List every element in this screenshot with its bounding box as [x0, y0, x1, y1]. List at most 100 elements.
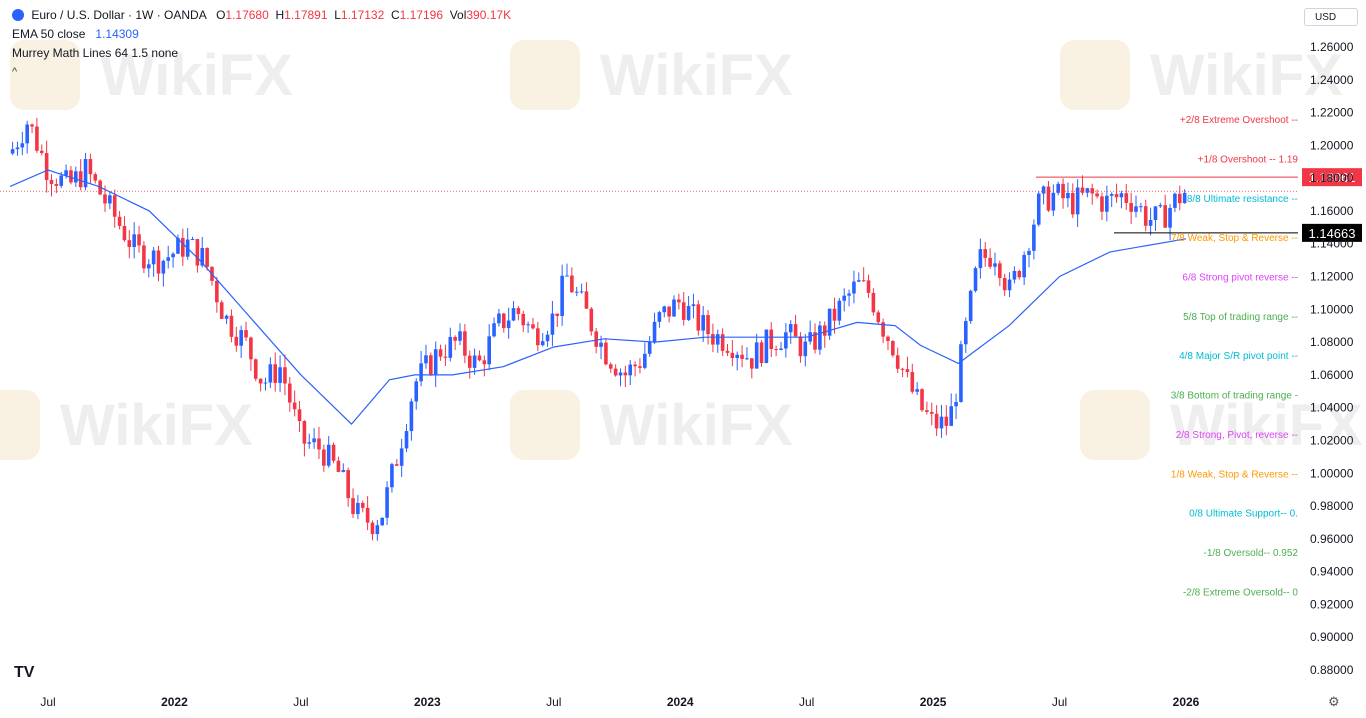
murrey-line-label: +2/8 Extreme Overshoot --	[1180, 115, 1298, 126]
candle-body	[910, 372, 915, 392]
candle-body	[244, 330, 248, 338]
y-tick-label: 1.18000	[1310, 171, 1354, 185]
candle-body	[429, 355, 433, 375]
candle-body	[263, 382, 268, 384]
candle-body	[774, 349, 778, 351]
candle-body	[1114, 194, 1119, 198]
candle-body	[10, 149, 15, 154]
candle-body	[1036, 193, 1041, 225]
murrey-legend[interactable]: Murrey Math Lines 64 1.5 none	[12, 46, 178, 60]
candle-body	[258, 378, 263, 384]
collapse-legend-icon[interactable]: ^	[12, 66, 18, 78]
candle-body	[584, 291, 589, 309]
candle-body	[915, 389, 919, 392]
candle-body	[1177, 193, 1182, 204]
candle-body	[458, 331, 462, 341]
candle-body	[988, 257, 992, 267]
candle-body	[414, 381, 419, 402]
currency-selector[interactable]: USD	[1304, 8, 1358, 26]
candle-body	[643, 353, 647, 368]
candle-body	[891, 341, 895, 356]
candle-body	[628, 364, 633, 376]
candle-body	[560, 275, 564, 316]
price-tag-label: 1.18061	[1309, 170, 1356, 185]
candle-body	[322, 449, 326, 466]
ema-legend[interactable]: EMA 50 close 1.14309	[12, 27, 139, 41]
watermarks: WikiFX WikiFX WikiFX WikiFX WikiFX WikiFX	[0, 40, 1363, 460]
candle-body	[44, 153, 49, 180]
y-axis: 1.26000 1.24000 1.22000 1.20000 1.18000 1.160…	[1310, 40, 1354, 677]
resistance-price-tag	[1302, 168, 1362, 187]
candle-body	[516, 308, 521, 314]
candle-body	[545, 334, 550, 342]
candle-body	[808, 332, 812, 342]
y-tick-label: 1.20000	[1310, 138, 1354, 152]
candle-body	[297, 409, 302, 422]
candle-body	[657, 312, 662, 322]
candle-body	[963, 321, 968, 345]
candle-body	[730, 352, 735, 359]
candle-body	[788, 324, 793, 333]
candle-body	[1139, 206, 1143, 208]
y-tick-label: 1.02000	[1310, 433, 1354, 447]
candles	[10, 117, 1187, 541]
candle-body	[1100, 196, 1104, 212]
candle-body	[939, 416, 944, 429]
y-tick-label: 1.08000	[1310, 335, 1354, 349]
candle-body	[215, 280, 219, 303]
murrey-line-label: 3/8 Bottom of trading range -	[1171, 391, 1298, 402]
watermark-logo	[0, 390, 40, 460]
candle-body	[317, 438, 321, 450]
candle-body	[1046, 186, 1051, 211]
candle-body	[968, 290, 973, 322]
candle-body	[93, 174, 98, 181]
candle-body	[672, 299, 676, 317]
candle-body	[701, 315, 705, 331]
candle-body	[1124, 193, 1129, 203]
candle-body	[570, 275, 574, 293]
candle-body	[871, 292, 876, 313]
candle-body	[827, 308, 832, 336]
candle-body	[501, 313, 506, 329]
candle-body	[852, 281, 856, 294]
candle-body	[253, 359, 258, 379]
candle-body	[555, 313, 560, 316]
murrey-line-label: 0/8 Ultimate Support-- 0.	[1189, 509, 1298, 520]
close-label: C	[390, 8, 400, 22]
candle-body	[1017, 271, 1022, 278]
candle-body	[156, 250, 161, 274]
candle-body	[273, 364, 278, 383]
x-tick-label: 2026	[1173, 695, 1200, 709]
candle-body	[1070, 192, 1075, 215]
murrey-label: Murrey Math Lines 64 1.5 none	[12, 46, 179, 60]
candle-body	[633, 364, 637, 367]
candle-body	[803, 341, 808, 357]
candle-body	[492, 323, 496, 337]
candle-body	[482, 360, 487, 365]
candle-body	[1095, 193, 1099, 197]
candle-body	[307, 442, 312, 444]
murrey-line-label: 8/8 Ultimate resistance --	[1187, 194, 1298, 205]
candle-body	[900, 368, 905, 370]
x-axis: Jul 2022 Jul 2023 Jul 2024 Jul 2025 Jul 2026	[40, 695, 1199, 709]
symbol-title[interactable]: Euro / U.S. Dollar · 1W · OANDA	[31, 8, 207, 22]
candle-body	[1002, 277, 1007, 291]
candle-body	[1085, 188, 1090, 193]
candle-body	[1007, 279, 1012, 291]
watermark-logo	[510, 390, 580, 460]
candle-body	[993, 263, 997, 267]
candle-body	[448, 336, 453, 358]
x-tick-label: 2024	[667, 695, 694, 709]
price-lines: 1.18061 1.14663	[0, 168, 1362, 242]
settings-gear-icon[interactable]: ⚙	[1328, 694, 1340, 709]
candle-body	[78, 171, 83, 188]
candle-body	[59, 175, 64, 186]
x-tick-label: 2023	[414, 695, 441, 709]
candle-body	[487, 336, 491, 365]
x-tick-label: Jul	[799, 695, 814, 709]
candle-body	[550, 313, 555, 335]
candle-body	[793, 324, 798, 337]
candle-body	[715, 334, 720, 345]
y-tick-label: 1.22000	[1310, 106, 1354, 120]
